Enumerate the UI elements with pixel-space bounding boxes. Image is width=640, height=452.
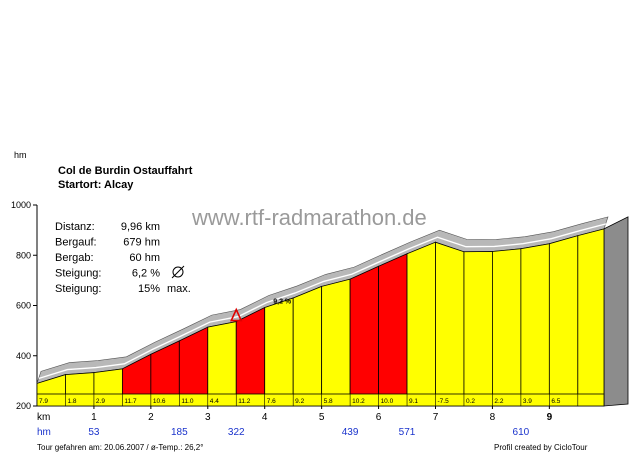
- segment-19: [577, 228, 605, 407]
- grade-label-12: 10.0: [381, 398, 394, 405]
- segment-7: [235, 306, 266, 407]
- grade-label-10: 5.8: [324, 398, 333, 405]
- stat-label-0: Distanz:: [55, 221, 95, 233]
- diameter-icon: [172, 266, 184, 278]
- hm-mark-0: 53: [88, 427, 100, 438]
- profile-ridge-highlight: [38, 223, 607, 380]
- segment-9: [292, 285, 323, 407]
- segment-13: [406, 241, 436, 407]
- hm-mark-4: 571: [399, 427, 416, 438]
- km-axis: km 1 2 3 4 5 6 7 8 9: [37, 406, 553, 423]
- stat-label-1: Bergauf:: [55, 237, 97, 249]
- hm-mark-5: 610: [513, 427, 530, 438]
- segment-18: [548, 235, 579, 407]
- grade-label-14: -7.5: [437, 398, 449, 405]
- stat-value-3: 6,2 %: [132, 268, 160, 280]
- km-tick-label-3: 4: [262, 412, 268, 423]
- stat-label-2: Bergab:: [55, 252, 94, 264]
- stat-extra-4: max.: [167, 283, 191, 295]
- segment-17: [520, 243, 550, 407]
- grade-label-0: 7.9: [39, 398, 48, 405]
- stat-label-3: Steigung:: [55, 268, 101, 280]
- segment-6: [207, 321, 237, 407]
- km-tick-label-8: 9: [547, 412, 553, 423]
- segment-15: [463, 251, 493, 407]
- stat-value-2: 60 hm: [129, 252, 160, 264]
- segment-16: [492, 248, 522, 407]
- footer-credit: Profil created by CicloTour: [494, 443, 588, 452]
- max-grade-marker-icon: [230, 307, 243, 322]
- hm-mark-2: 322: [228, 427, 245, 438]
- grade-label-5: 11.0: [181, 398, 194, 405]
- max-grade-label: 9,2 %: [273, 299, 292, 306]
- hm-row: hm 53 185 322 439 571 610: [37, 427, 530, 438]
- segment-14: [435, 241, 465, 407]
- grade-label-18: 6.5: [551, 398, 560, 405]
- stats-box: Distanz: 9,96 km Bergauf: 679 hm Bergab: 60 h…: [55, 221, 191, 295]
- grade-label-11: 10.2: [352, 398, 365, 405]
- profile-area: [36, 216, 629, 407]
- grade-label-4: 10.6: [153, 398, 166, 405]
- y-tick-label-0: 200: [16, 401, 31, 411]
- grade-label-7: 11.2: [238, 398, 251, 405]
- stat-value-1: 679 hm: [123, 237, 160, 249]
- grade-label-6: 4.4: [210, 398, 219, 405]
- grade-label-8: 7.6: [267, 398, 276, 405]
- grade-label-2: 2.9: [96, 398, 105, 405]
- grade-label-17: 3.9: [523, 398, 532, 405]
- hm-mark-3: 439: [342, 427, 359, 438]
- profile-side-face: [603, 216, 629, 407]
- y-tick-label-3: 800: [16, 250, 31, 260]
- km-tick-label-4: 5: [319, 412, 325, 423]
- grade-label-16: 2.2: [494, 398, 503, 405]
- y-axis: 200 400 600 800 1000: [11, 200, 38, 411]
- grade-label-3: 11.7: [124, 398, 137, 405]
- hm-row-label: hm: [37, 427, 51, 438]
- segment-10: [321, 278, 351, 407]
- segment-8: [264, 297, 294, 407]
- segment-12: [378, 253, 408, 407]
- y-unit-label: hm: [14, 150, 27, 160]
- km-tick-label-1: 2: [148, 412, 154, 423]
- watermark: www.rtf-radmarathon.de: [191, 205, 427, 230]
- stat-label-4: Steigung:: [55, 283, 101, 295]
- grade-label-15: 0.2: [466, 398, 475, 405]
- chart-subtitle: Startort: Alcay: [58, 179, 134, 191]
- km-tick-label-2: 3: [205, 412, 211, 423]
- stat-value-4: 15%: [138, 283, 160, 295]
- y-tick-label-2: 600: [16, 301, 31, 311]
- grade-label-1: 1.8: [67, 398, 76, 405]
- hm-mark-1: 185: [171, 427, 188, 438]
- footer-tour-info: Tour gefahren am: 20.06.2007 / ø-Temp.: …: [37, 443, 203, 452]
- chart-title: Col de Burdin Ostauffahrt: [58, 165, 193, 177]
- diameter-icon-slash: [171, 265, 185, 279]
- grade-label-13: 9.1: [409, 398, 418, 405]
- km-tick-label-7: 8: [490, 412, 496, 423]
- y-tick-label-1: 400: [16, 351, 31, 361]
- segment-11: [349, 265, 379, 407]
- grade-band: [36, 393, 605, 407]
- km-tick-label-6: 7: [433, 412, 439, 423]
- grade-labels: 7.9 1.8 2.9 11.7 10.6 11.0 4.4 11.2 7.6 9.2 5.8 10.…: [39, 299, 561, 406]
- y-tick-label-4: 1000: [11, 200, 31, 210]
- km-tick-label-0: 1: [91, 412, 97, 423]
- km-row-label: km: [37, 412, 50, 423]
- grade-label-9: 9.2: [295, 398, 304, 405]
- stat-value-0: 9,96 km: [121, 221, 160, 233]
- km-tick-label-5: 6: [376, 412, 382, 423]
